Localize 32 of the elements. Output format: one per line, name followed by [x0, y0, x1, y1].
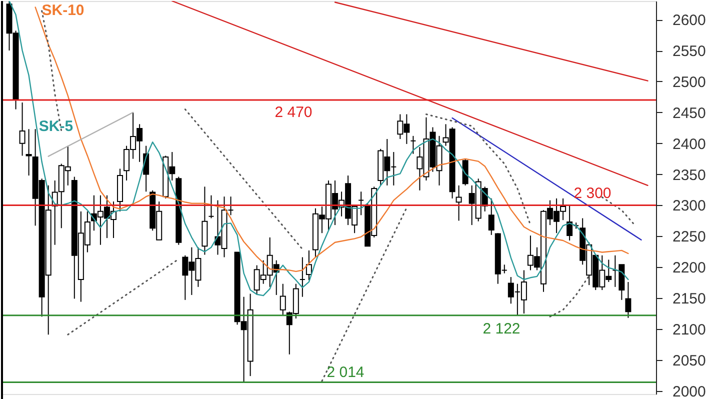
series-label: SK-10 — [42, 2, 84, 19]
candlestick — [306, 250, 312, 281]
candlestick — [625, 281, 632, 318]
candlestick — [488, 198, 494, 236]
y-tick-label: 2200 — [672, 260, 706, 277]
candlestick — [358, 191, 364, 216]
y-tick-label: 2450 — [672, 104, 706, 122]
ref-line-label: 2 014 — [326, 364, 364, 382]
y-tick-label: 2550 — [672, 43, 706, 60]
y-tick-label: 2250 — [672, 228, 706, 246]
y-tick-label: 2000 — [672, 383, 706, 399]
ref-line-label: 2 470 — [274, 104, 312, 122]
ref-line-label: 2 300 — [574, 185, 612, 202]
line-series — [425, 114, 532, 226]
candlestick — [462, 158, 468, 186]
y-tick-label: 2600 — [672, 12, 706, 30]
y-tick-label: 2300 — [672, 198, 706, 215]
candlestick — [410, 135, 416, 154]
candlestick — [456, 184, 462, 222]
y-tick-label: 2400 — [672, 136, 706, 153]
candlestick — [19, 102, 26, 156]
candlestick — [299, 256, 306, 298]
y-tick-label: 2050 — [672, 352, 706, 370]
ref-line-label: 2 122 — [482, 320, 520, 338]
y-tick-label: 2500 — [672, 74, 706, 91]
candlestick — [26, 128, 32, 176]
y-tick-label: 2150 — [672, 290, 706, 308]
candlestick — [280, 283, 286, 316]
y-tick-label: 2100 — [672, 322, 706, 339]
series-label: SK-5 — [38, 118, 74, 135]
candlestick — [208, 194, 214, 219]
y-tick-label: 2350 — [672, 166, 706, 184]
